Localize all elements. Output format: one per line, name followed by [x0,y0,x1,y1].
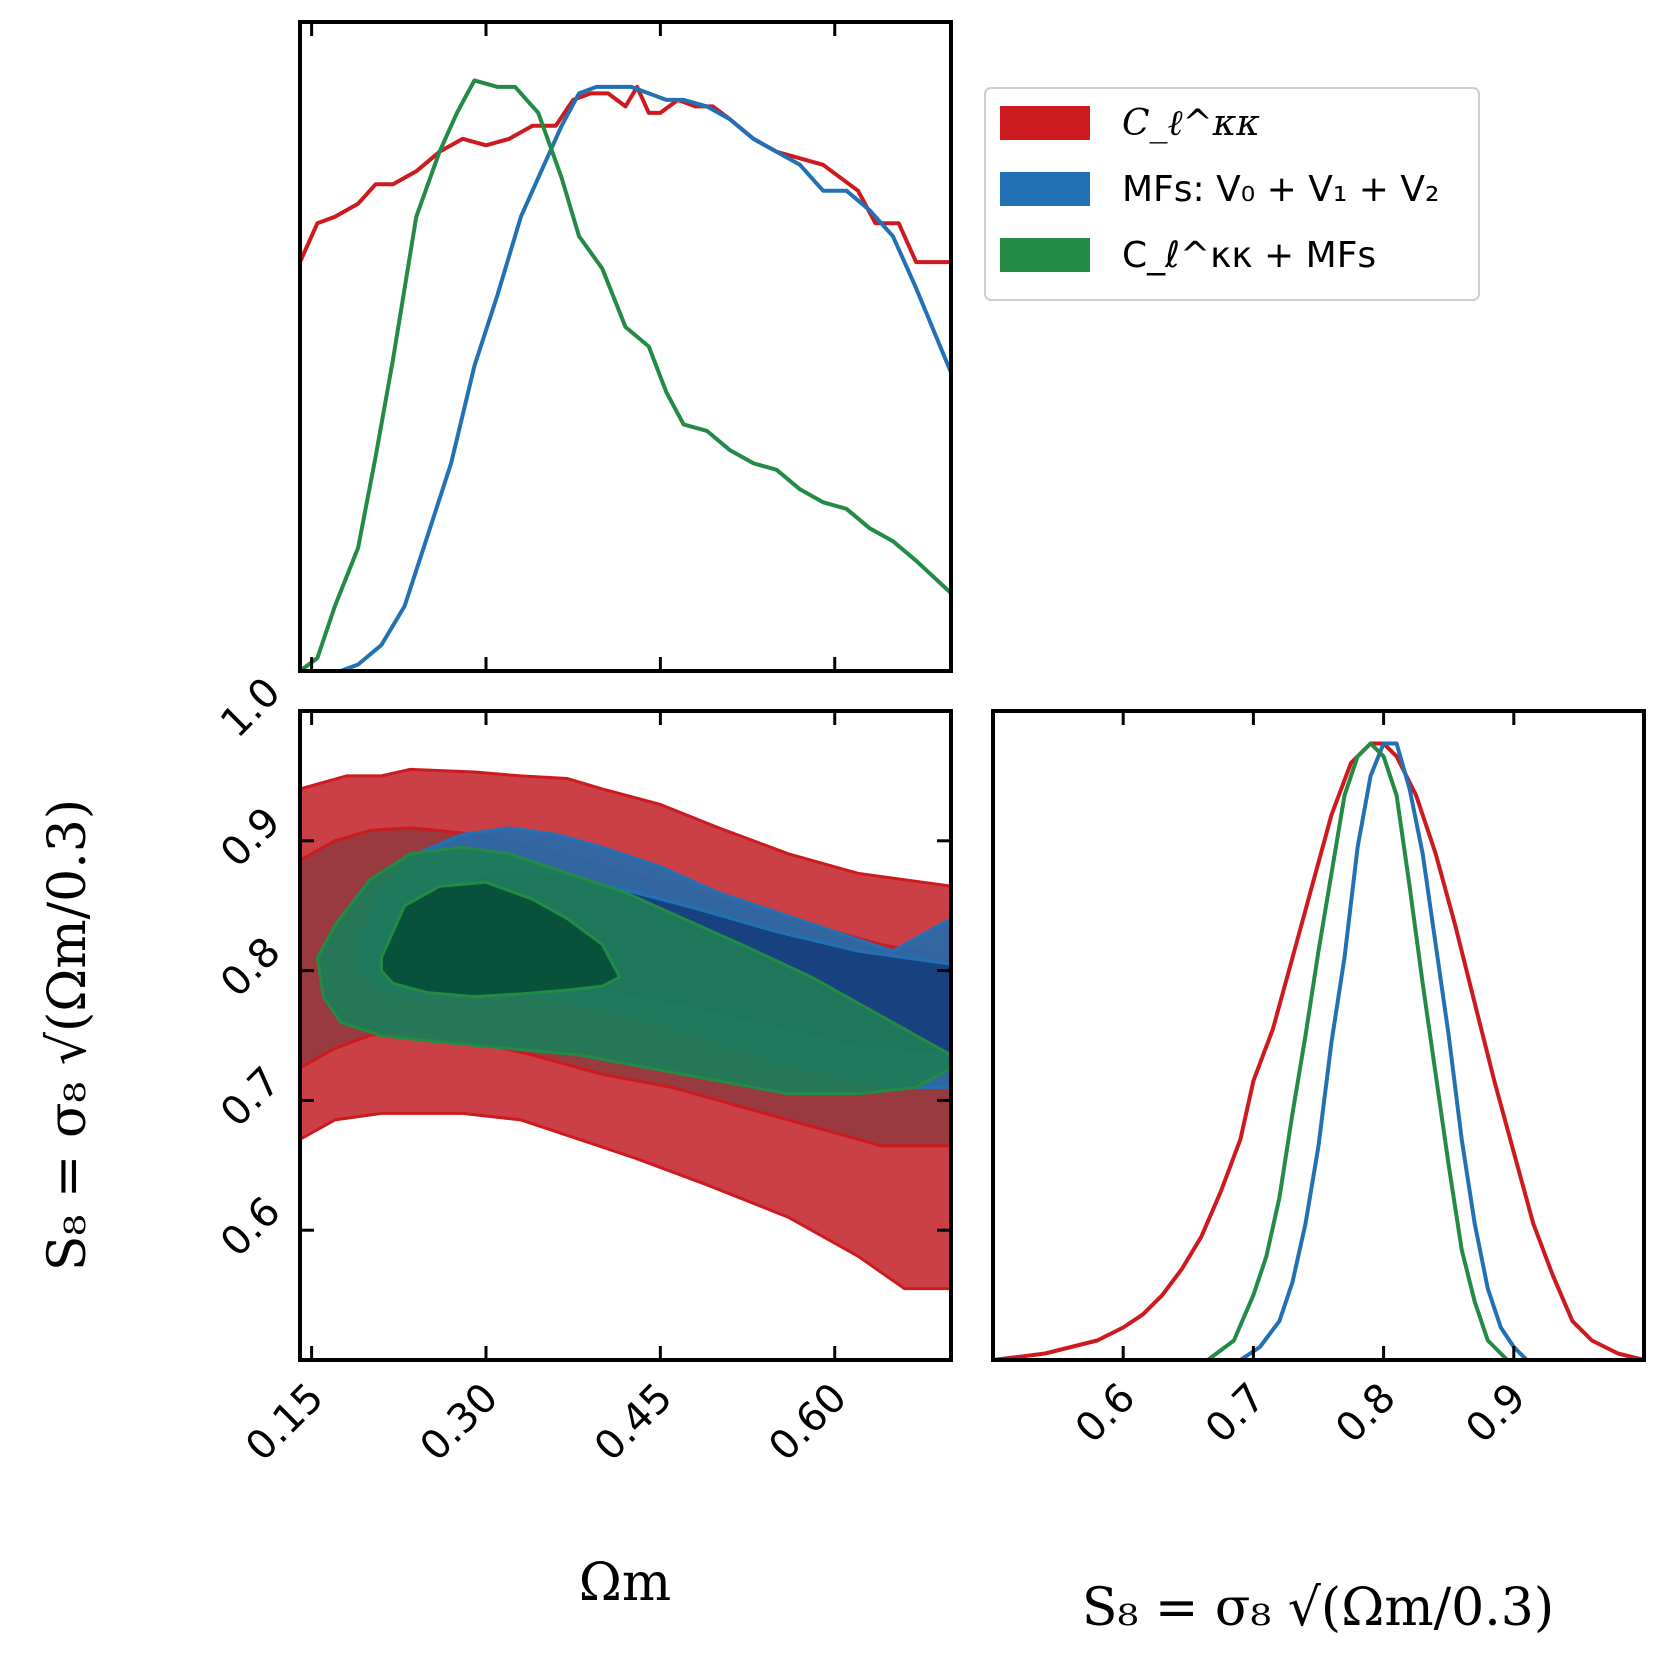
marginal-s8-line-combined [1206,741,1509,1362]
legend: C_ℓ^κκ MFs: V₀ + V₁ + V₂ C_ℓ^κκ + MFs [984,87,1480,301]
marginal-s8-series [992,741,1645,1362]
legend-label-cl: C_ℓ^κκ [1122,103,1260,144]
joint-contour-panel: 0.15 0.30 0.45 0.60 0.6 0.7 0.8 0.9 1.0 Ωm S₈ = … [38,669,953,1613]
marginal-s8-line-mfs [1239,741,1529,1362]
marginal-omega-series [298,78,953,673]
marginal-omega-frame [300,22,951,671]
legend-swatch-cl [1000,106,1090,140]
joint-border [298,709,953,1362]
s8-axis-label-bottom: S₈ = σ₈ √(Ωm/0.3) [1082,1578,1554,1638]
joint-contour-combined-68 [379,880,622,999]
legend-swatch-combined [1000,238,1090,272]
joint-ytick-label: 0.9 [212,799,290,877]
joint-ytick-label: 0.8 [212,929,290,1007]
marginal-omega-border [298,20,953,673]
marginal-s8-xtick-label: 0.8 [1327,1375,1405,1453]
marginal-s8-border [991,709,1646,1362]
legend-box [984,87,1480,301]
legend-swatch-mfs [1000,172,1090,206]
marginal-omega-line-combined [298,78,953,673]
marginal-s8-xtick-label: 0.9 [1457,1375,1535,1453]
marginal-omega-line-cl [298,84,951,265]
joint-ytick-label: 0.7 [212,1058,290,1136]
joint-xtick-label: 0.45 [586,1375,682,1471]
joint-contour-series [300,767,951,1291]
s8-axis-label-left: S₈ = σ₈ √(Ωm/0.3) [38,799,98,1271]
marginal-s8-frame [993,711,1644,1360]
joint-xtick-label: 0.15 [237,1375,333,1471]
joint-xtick-label: 0.60 [760,1375,856,1471]
marginal-omega-panel [298,20,953,673]
marginal-s8-panel: 0.6 0.7 0.8 0.9 S₈ = σ₈ √(Ωm/0.3) [991,709,1646,1638]
marginal-s8-xtick-label: 0.7 [1197,1375,1275,1453]
omega-axis-label: Ωm [579,1553,671,1613]
joint-ytick-label: 1.0 [212,669,290,747]
legend-label-mfs: MFs: V₀ + V₁ + V₂ [1122,169,1439,210]
joint-xtick-label: 0.30 [412,1375,508,1471]
marginal-s8-xtick-label: 0.6 [1067,1375,1145,1453]
joint-ytick-label: 0.6 [212,1188,290,1266]
marginal-s8-line-cl [992,741,1645,1362]
marginal-omega-ticks [310,22,837,671]
marginal-omega-line-mfs [340,84,953,673]
legend-label-combined: C_ℓ^κκ + MFs [1122,235,1376,276]
